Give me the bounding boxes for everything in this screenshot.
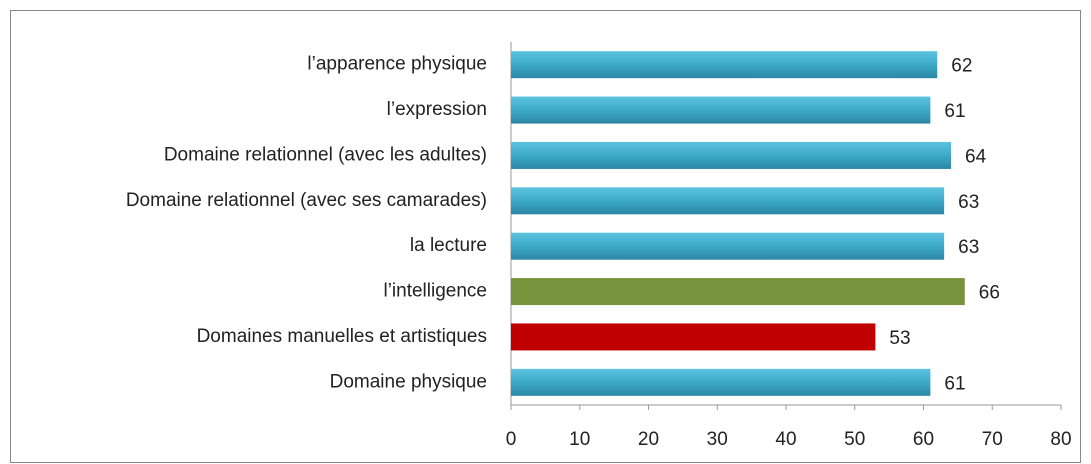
bar (511, 323, 876, 351)
data-label: 66 (979, 283, 1000, 304)
x-tick-label: 60 (913, 429, 934, 450)
data-label: 63 (958, 237, 979, 258)
x-tick-label: 0 (506, 429, 517, 450)
data-label: 63 (958, 192, 979, 213)
x-tick-label: 40 (775, 429, 796, 450)
y-tick-label: Domaine relationnel (avec les adultes) (164, 144, 487, 165)
y-tick-label: l’intelligence (383, 281, 487, 302)
bar (511, 278, 965, 306)
x-tick-label: 30 (707, 429, 728, 450)
y-tick-label: Domaine physique (330, 371, 487, 392)
y-tick-label: Domaine relationnel (avec ses camarades) (126, 190, 487, 211)
y-tick-label: l’apparence physique (307, 54, 487, 75)
y-tick-label: l’expression (387, 99, 487, 120)
x-tick-label: 50 (844, 429, 865, 450)
data-label: 64 (965, 146, 987, 167)
data-label: 53 (889, 328, 910, 349)
bar (511, 96, 931, 124)
bar (511, 51, 938, 79)
bar (511, 368, 931, 396)
x-tick-label: 80 (1050, 429, 1071, 450)
x-tick-label: 20 (638, 429, 659, 450)
y-tick-label: Domaines manuelles et artistiques (197, 326, 487, 347)
bar (511, 232, 945, 260)
x-tick-label: 10 (569, 429, 590, 450)
bar (511, 187, 945, 215)
y-tick-label: la lecture (410, 235, 487, 256)
data-label: 61 (944, 101, 965, 122)
data-label: 62 (951, 56, 972, 77)
bar (511, 141, 951, 169)
data-label: 61 (944, 373, 965, 394)
x-tick-label: 70 (982, 429, 1003, 450)
chart-border (10, 10, 1081, 463)
